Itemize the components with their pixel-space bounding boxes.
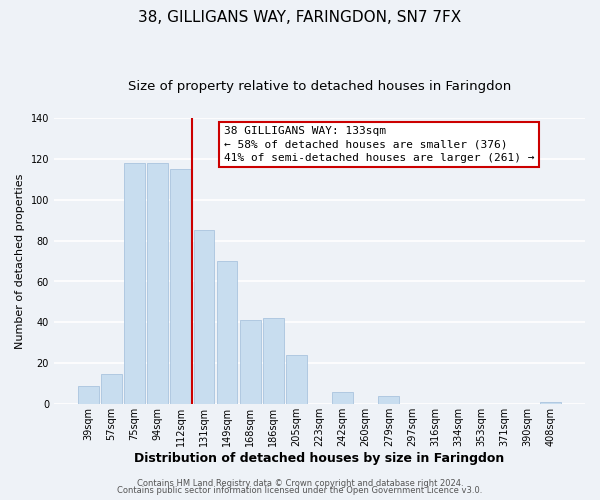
Text: 38, GILLIGANS WAY, FARINGDON, SN7 7FX: 38, GILLIGANS WAY, FARINGDON, SN7 7FX [139, 10, 461, 25]
Bar [332, 392, 353, 404]
Bar [78, 386, 99, 404]
Bar [194, 230, 214, 404]
Y-axis label: Number of detached properties: Number of detached properties [15, 174, 25, 348]
Bar [124, 163, 145, 404]
Title: Size of property relative to detached houses in Faringdon: Size of property relative to detached ho… [128, 80, 511, 93]
Text: Contains HM Land Registry data © Crown copyright and database right 2024.: Contains HM Land Registry data © Crown c… [137, 478, 463, 488]
Bar [170, 169, 191, 404]
Bar [217, 261, 238, 404]
Bar [286, 355, 307, 405]
Bar [101, 374, 122, 404]
Text: 38 GILLIGANS WAY: 133sqm
← 58% of detached houses are smaller (376)
41% of semi-: 38 GILLIGANS WAY: 133sqm ← 58% of detach… [224, 126, 535, 163]
Bar [240, 320, 260, 404]
X-axis label: Distribution of detached houses by size in Faringdon: Distribution of detached houses by size … [134, 452, 505, 465]
Bar [148, 163, 168, 404]
Text: Contains public sector information licensed under the Open Government Licence v3: Contains public sector information licen… [118, 486, 482, 495]
Bar [379, 396, 399, 404]
Bar [263, 318, 284, 404]
Bar [540, 402, 561, 404]
